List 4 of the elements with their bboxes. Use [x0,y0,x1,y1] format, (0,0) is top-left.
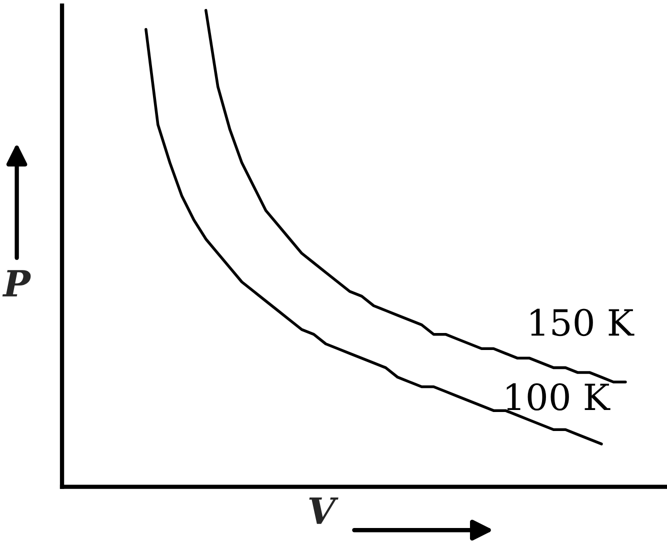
series-label: 100 K [506,383,610,411]
y-axis-title: P [2,270,31,296]
x-axis-title: V [309,498,338,524]
series-label: 150 K [530,308,634,336]
